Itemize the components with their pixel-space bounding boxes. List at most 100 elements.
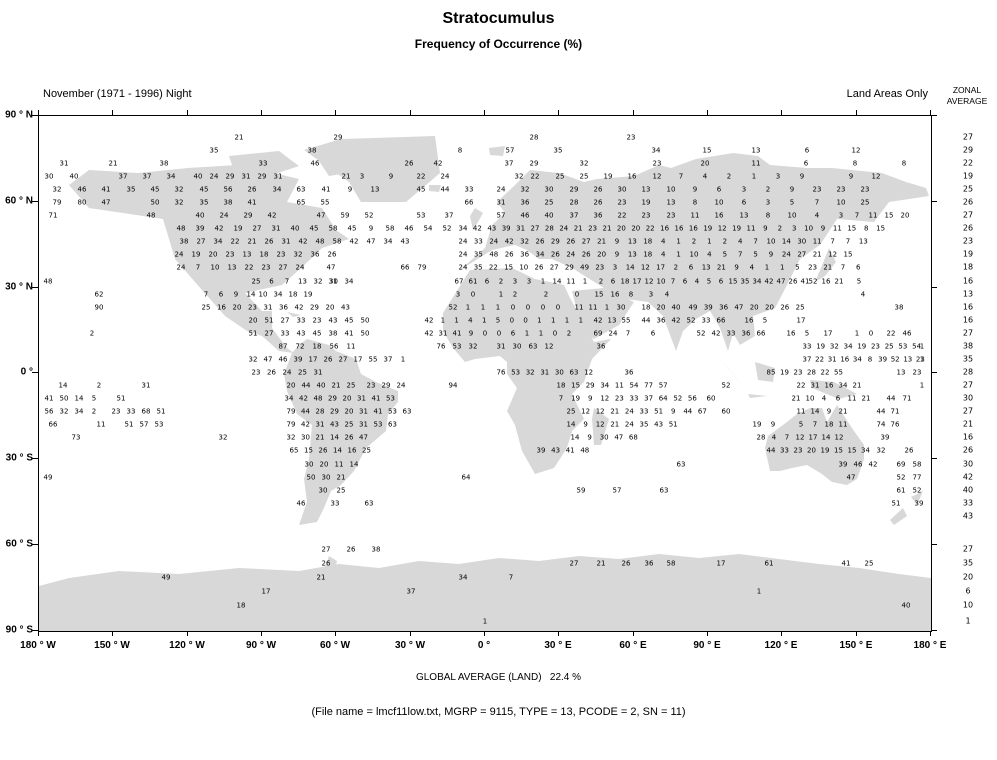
grid-value: 24: [566, 250, 576, 259]
landmass-new-zealand-north: [911, 491, 923, 505]
grid-value: 25: [544, 198, 554, 207]
grid-value: 10: [689, 250, 699, 259]
grid-value: 1: [707, 237, 712, 246]
grid-value: 8: [765, 211, 771, 220]
grid-value: 49: [161, 573, 171, 582]
grid-value: 31: [496, 198, 506, 207]
grid-value: 23: [626, 133, 636, 142]
grid-value: 39: [501, 224, 511, 233]
grid-value: 23: [251, 368, 261, 377]
grid-value: 3: [741, 185, 747, 194]
grid-value: 20: [616, 224, 626, 233]
grid-value: 27: [530, 224, 540, 233]
grid-value: 61: [896, 486, 906, 495]
grid-value: 34: [838, 381, 848, 390]
map-plot-area: 21 29 28 23 35 38 8 57 35 34 15 13 6 12 31 21 38 33 46 26 42…: [38, 115, 932, 632]
grid-value: 1: [454, 316, 459, 325]
grid-value: 0: [470, 290, 476, 299]
grid-value: 41: [101, 185, 111, 194]
grid-value: 43: [654, 420, 664, 429]
grid-value: 9: [692, 185, 698, 194]
grid-value: 48: [313, 394, 323, 403]
grid-value: 2: [598, 277, 604, 286]
grid-value: 51: [124, 420, 134, 429]
grid-value: 41: [247, 198, 257, 207]
longitude-label: 60 ° E: [619, 640, 647, 651]
grid-value: 12: [595, 420, 605, 429]
grid-value: 31: [273, 172, 283, 181]
grid-value: 32: [286, 433, 296, 442]
grid-value: 31: [438, 329, 448, 338]
grid-value: 39: [838, 460, 848, 469]
grid-value: 11: [751, 159, 761, 168]
grid-value: 34: [843, 342, 853, 351]
grid-value: 3: [791, 224, 797, 233]
grid-value: 33: [126, 407, 136, 416]
grid-value: 33: [629, 394, 639, 403]
grid-value: 16: [824, 381, 834, 390]
grid-value: 53: [452, 342, 462, 351]
grid-value: 25: [579, 172, 589, 181]
grid-value: 26: [321, 559, 331, 568]
grid-value: 25: [298, 368, 307, 377]
grid-value: 43: [487, 224, 497, 233]
grid-value: 31: [328, 277, 338, 286]
zonal-average-value: 30: [962, 393, 974, 403]
grid-value: 7: [812, 420, 818, 429]
grid-value: 24: [608, 329, 618, 338]
grid-value: 14: [330, 433, 339, 442]
grid-value: 23: [808, 263, 818, 272]
grid-value: 26: [534, 263, 544, 272]
grid-value: 47: [366, 237, 376, 246]
grid-value: 13: [298, 277, 307, 286]
landmass-arctic-islands-2: [319, 156, 359, 176]
grid-value: 20: [749, 303, 759, 312]
grid-value: 2: [512, 290, 518, 299]
grid-value: 29: [529, 159, 539, 168]
grid-value: 36: [520, 250, 530, 259]
grid-value: 30: [304, 460, 314, 469]
grid-value: 11: [838, 420, 848, 429]
longitude-label: 30 ° E: [544, 640, 572, 651]
grid-value: 10: [666, 185, 676, 194]
grid-value: 29: [569, 185, 579, 194]
grid-value: 0: [509, 316, 515, 325]
grid-value: 6: [682, 277, 688, 286]
grid-value: 51: [248, 329, 258, 338]
grid-value: 11: [574, 303, 584, 312]
grid-value: 21: [234, 133, 244, 142]
grid-value: 44: [683, 407, 693, 416]
grid-value: 36: [596, 342, 606, 351]
grid-value: 26: [346, 545, 356, 554]
grid-value: 13: [627, 250, 637, 259]
grid-value: 21: [716, 263, 726, 272]
zonal-average-value: 27: [962, 406, 974, 416]
grid-value: 24: [496, 185, 506, 194]
grid-value: 13: [903, 355, 913, 364]
grid-value: 41: [452, 329, 462, 338]
grid-value: 31: [540, 368, 550, 377]
longitude-label: 120 ° W: [169, 640, 205, 651]
grid-value: 20: [807, 446, 816, 455]
grid-value: 33: [639, 407, 649, 416]
grid-value: 11: [746, 224, 756, 233]
grid-value: 24: [624, 407, 634, 416]
grid-value: 14: [625, 263, 635, 272]
grid-value: 16: [627, 172, 637, 181]
grid-value: 42: [267, 211, 277, 220]
grid-value: 6: [218, 290, 224, 299]
grid-value: 32: [829, 342, 839, 351]
grid-value: 22: [488, 263, 498, 272]
grid-value: 20: [631, 224, 641, 233]
grid-value: 30: [554, 368, 564, 377]
grid-value: 15: [728, 277, 738, 286]
file-info-label: (File name = lmcf11low.txt, MGRP = 9115,…: [311, 706, 686, 718]
grid-value: 35: [553, 146, 563, 155]
grid-value: 37: [383, 355, 393, 364]
grid-value: 63: [364, 499, 374, 508]
grid-value: 1: [764, 263, 770, 272]
grid-value: 7: [284, 277, 290, 286]
grid-value: 37: [644, 394, 654, 403]
grid-value: 21: [602, 224, 612, 233]
grid-value: 67: [697, 407, 707, 416]
